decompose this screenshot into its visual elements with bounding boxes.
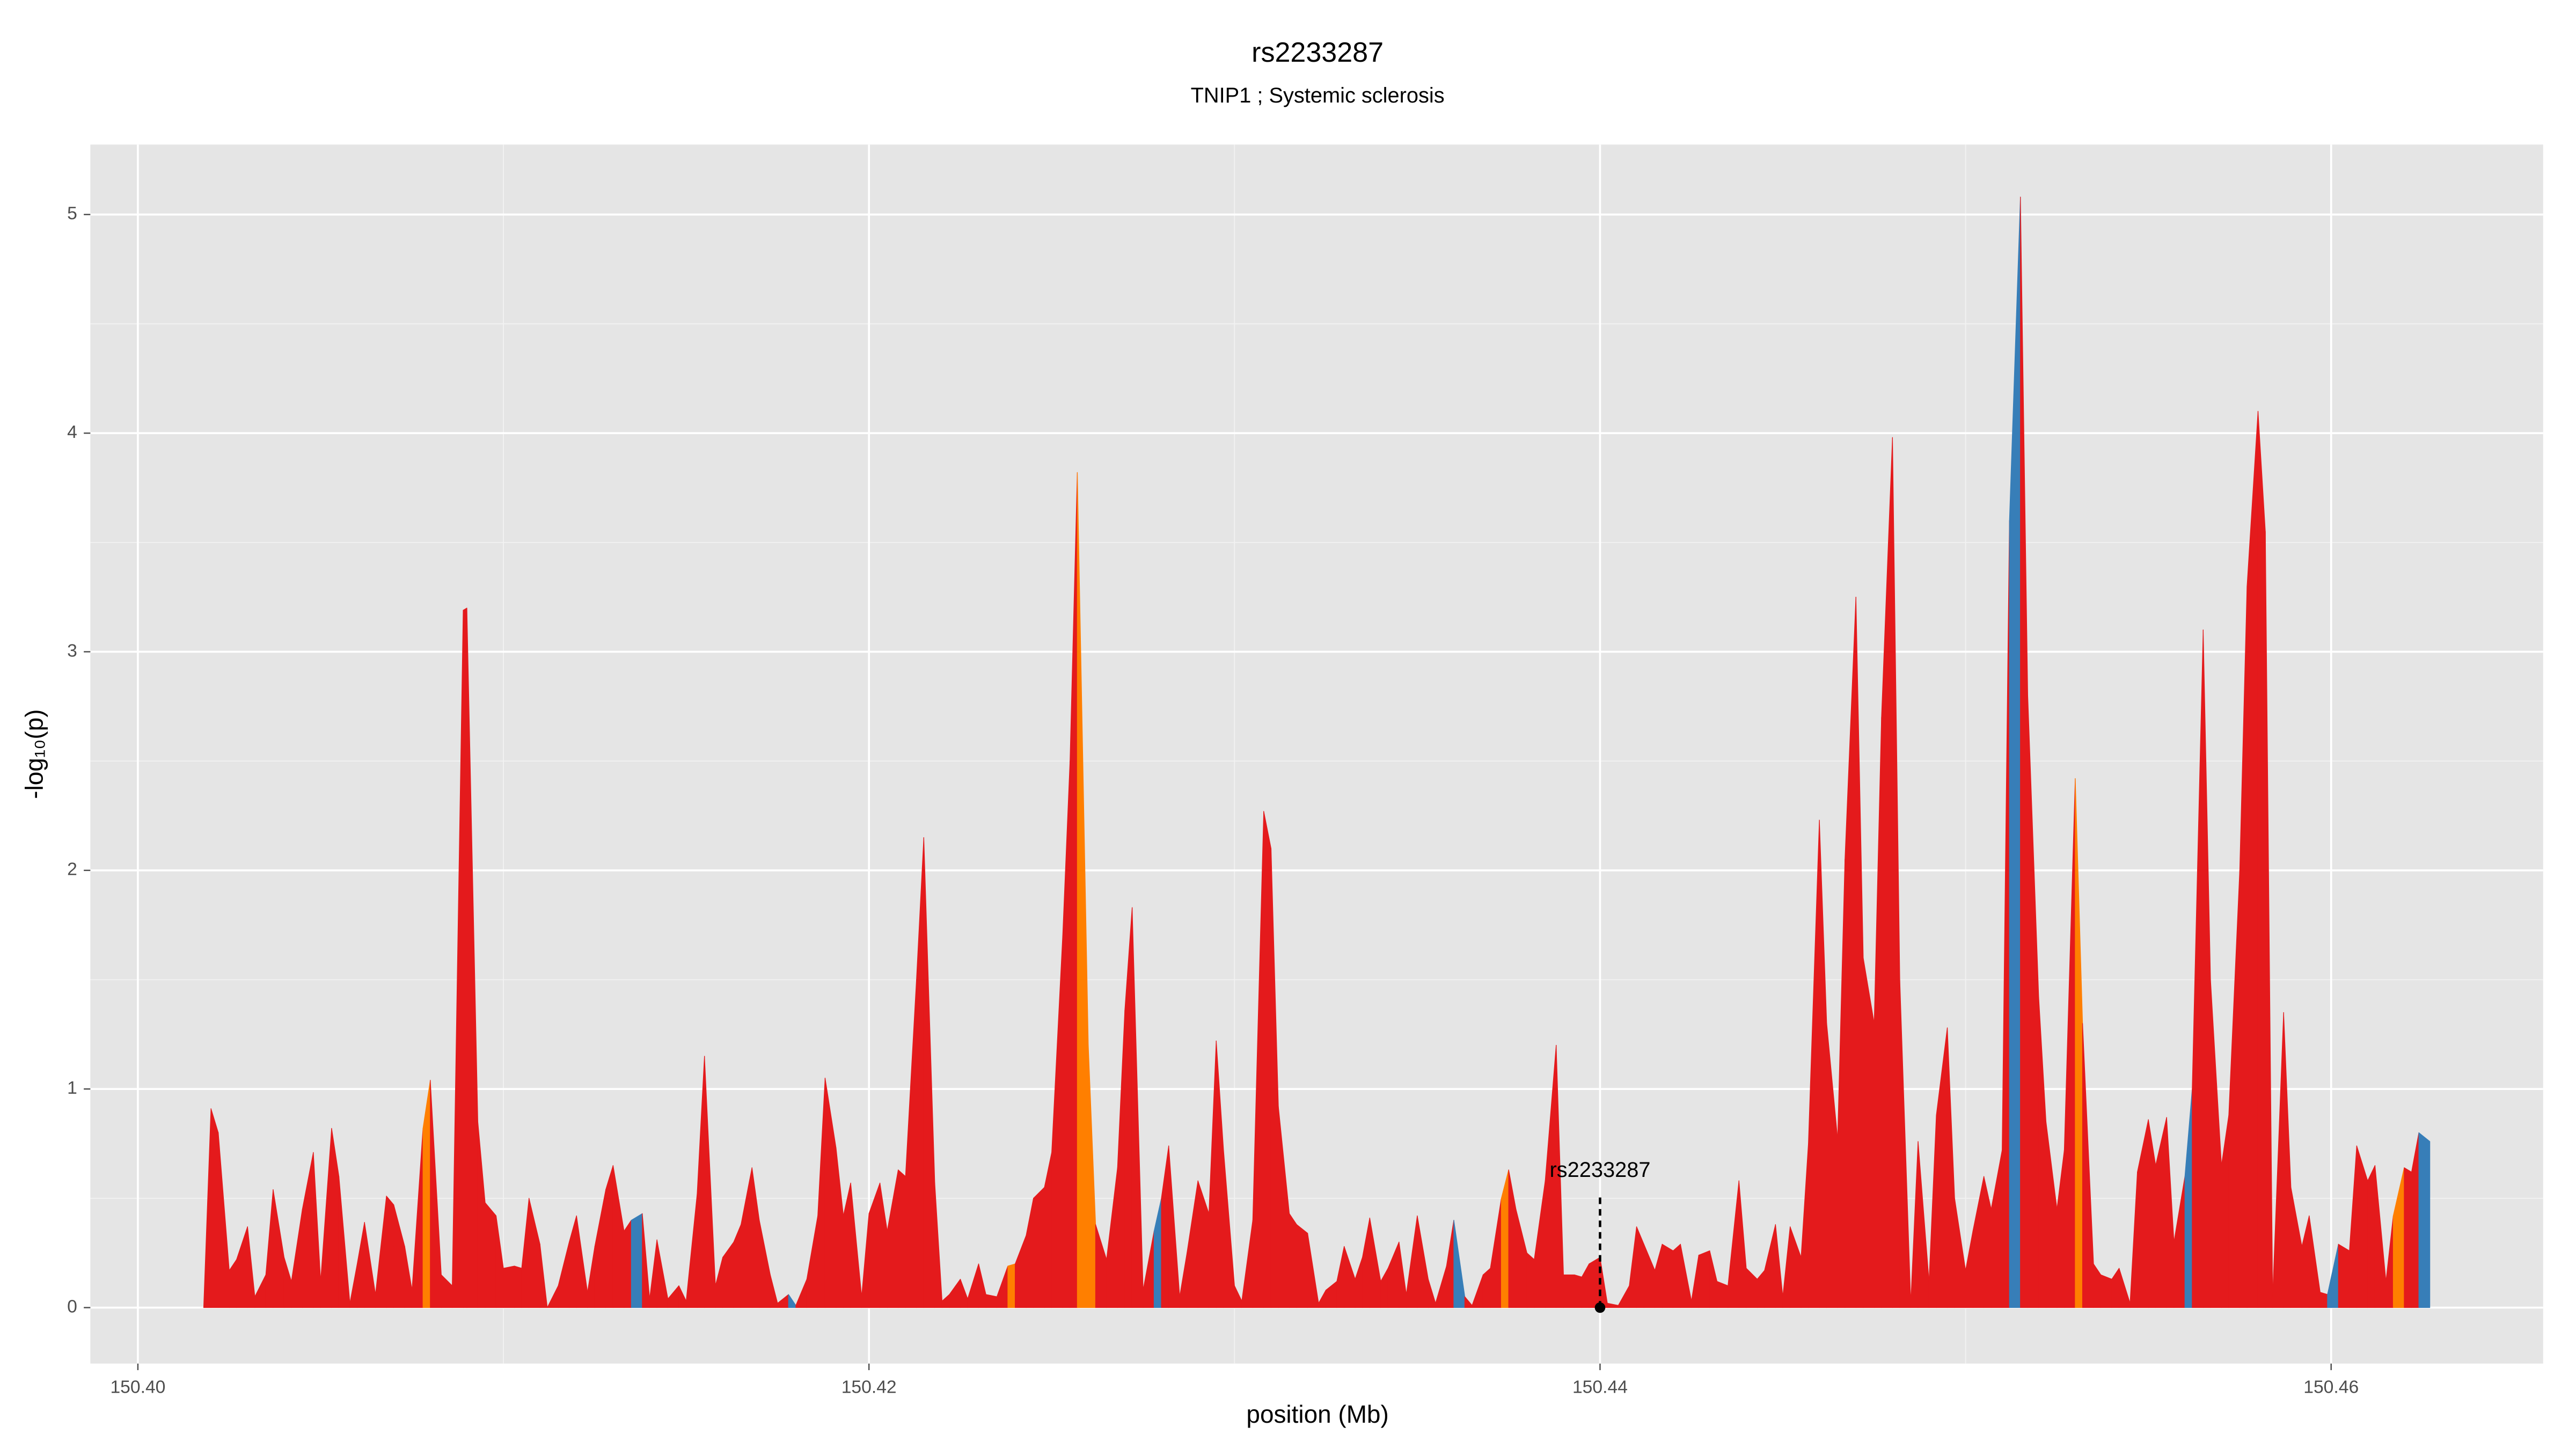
x-tick-label: 150.46 — [2303, 1378, 2359, 1397]
area-segment — [898, 1169, 906, 1308]
y-axis-title: -log₁₀(p) — [20, 709, 48, 799]
area-segment — [1007, 1263, 1016, 1308]
area-segment — [485, 1202, 497, 1308]
area-segment — [1526, 1253, 1535, 1308]
area-segment — [631, 1213, 643, 1308]
area-segment — [1263, 811, 1272, 1308]
x-tick-label: 150.44 — [1572, 1378, 1628, 1397]
y-tick-label: 1 — [67, 1078, 77, 1098]
area-segment — [539, 1243, 548, 1308]
x-tick-label: 150.40 — [110, 1378, 165, 1397]
y-tick-label: 2 — [67, 860, 77, 880]
area-segment — [1574, 1274, 1583, 1308]
y-tick-label: 5 — [67, 204, 77, 224]
area-segment — [605, 1165, 614, 1308]
area-segment — [1289, 1213, 1297, 1308]
area-segment — [1662, 1243, 1674, 1308]
area-segment — [2404, 1167, 2412, 1308]
area-segment — [1033, 1187, 1045, 1308]
area-segment — [463, 608, 467, 1308]
area-segment — [1563, 1274, 1575, 1308]
y-tick-label: 0 — [67, 1297, 77, 1316]
area-segment — [2319, 1292, 2328, 1308]
annotation-label: rs2233287 — [1549, 1158, 1650, 1182]
area-segment — [386, 1196, 394, 1308]
y-tick-label: 4 — [67, 422, 77, 442]
area-segment — [1698, 1250, 1710, 1308]
chart-subtitle: TNIP1 ; Systemic sclerosis — [1191, 84, 1445, 107]
area-segment — [624, 1219, 632, 1308]
area-segment — [1296, 1224, 1308, 1308]
plot-panel — [90, 144, 2543, 1364]
x-axis-title: position (Mb) — [1246, 1400, 1388, 1428]
area-segment — [2418, 1132, 2431, 1308]
area-segment — [2338, 1243, 2350, 1308]
area-segment — [503, 1265, 515, 1308]
x-tick-label: 150.42 — [841, 1378, 897, 1397]
area-segment — [210, 1108, 219, 1308]
area-segment — [1673, 1243, 1681, 1308]
annotation-point — [1594, 1302, 1606, 1313]
area-segment — [514, 1265, 522, 1308]
area-segment — [2100, 1274, 2112, 1308]
chart-title: rs2233287 — [1252, 37, 1384, 68]
area-segment — [1589, 1257, 1601, 1308]
area-segment — [985, 1294, 998, 1308]
area-segment — [1716, 1281, 1729, 1308]
area-segment — [2367, 1165, 2376, 1308]
y-tick-label: 3 — [67, 641, 77, 661]
area-segment — [2257, 411, 2266, 1308]
area-segment — [1482, 1268, 1491, 1308]
